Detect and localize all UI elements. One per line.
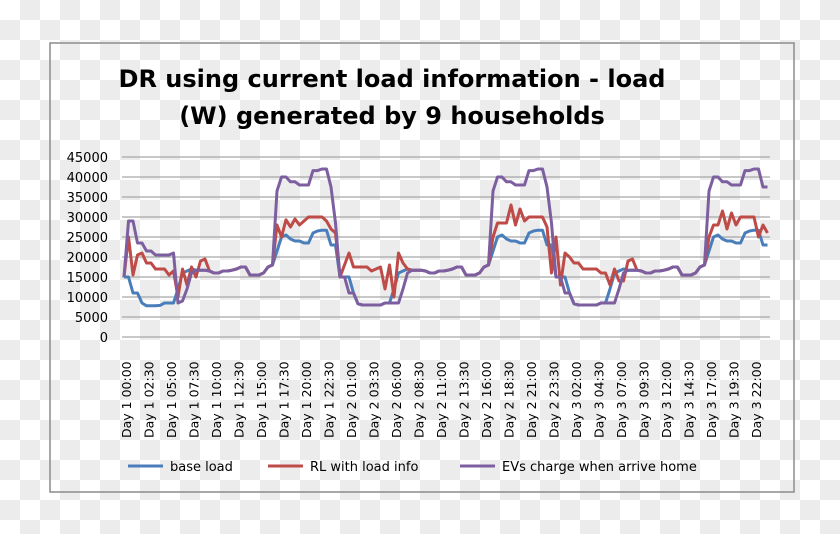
legend-label: EVs charge when arrive home: [502, 460, 697, 475]
legend-label: RL with load info: [310, 460, 418, 475]
legend-label: base load: [170, 460, 233, 475]
x-tick-label: Day 1 12:30: [232, 361, 247, 438]
x-tick-label: Day 1 02:30: [142, 361, 157, 438]
y-tick-label: 0: [100, 331, 108, 346]
y-tick-label: 20000: [67, 251, 108, 266]
x-tick-label: Day 2 16:00: [479, 361, 494, 438]
x-tick-label: Day 3 22:00: [749, 361, 764, 438]
x-tick-label: Day 3 04:30: [592, 361, 607, 438]
gridlines: [122, 156, 770, 338]
series-line-rl-with-load-info: [122, 203, 769, 299]
x-tick-label: Day 3 14:30: [682, 361, 697, 438]
y-tick-label: 25000: [67, 231, 108, 246]
chart-title-line-1: DR using current load information - load: [119, 65, 666, 93]
series-line-evs-charge-when-arrive-home: [122, 167, 768, 307]
x-tick-label: Day 3 09:30: [637, 361, 652, 438]
x-tick-label: Day 2 23:30: [547, 361, 562, 438]
x-axis-ticks: Day 1 00:00 Day 1 02:30 Day 1 05:00 Day 1 0…: [119, 361, 764, 438]
x-tick-label: Day 1 20:00: [299, 361, 314, 438]
x-tick-label: Day 2 21:00: [524, 361, 539, 438]
y-tick-label: 35000: [67, 191, 108, 206]
y-tick-label: 30000: [67, 211, 108, 226]
y-axis-ticks: 0 5000 10000 15000 20000 25000 30000 35000 40000…: [67, 151, 108, 346]
x-tick-label: Day 2 08:30: [412, 361, 427, 438]
x-tick-label: Day 2 06:00: [389, 361, 404, 438]
x-tick-label: Day 2 03:30: [367, 361, 382, 438]
x-tick-label: Day 1 05:00: [164, 361, 179, 438]
x-tick-label: Day 2 11:00: [434, 361, 449, 438]
chart-title-line-2: (W) generated by 9 households: [179, 102, 605, 130]
y-tick-label: 5000: [75, 311, 108, 326]
y-tick-label: 40000: [67, 171, 108, 186]
x-tick-label: Day 3 02:00: [569, 361, 584, 438]
x-tick-label: Day 3 17:00: [704, 361, 719, 438]
x-tick-label: Day 1 15:00: [254, 361, 269, 438]
y-tick-label: 10000: [67, 291, 108, 306]
y-tick-label: 45000: [67, 151, 108, 166]
x-tick-label: Day 1 07:30: [187, 361, 202, 438]
chart-border: [49, 42, 795, 493]
x-tick-label: Day 3 12:00: [659, 361, 674, 438]
x-tick-label: Day 3 19:30: [727, 361, 742, 438]
legend: base load RL with load info EVs charge whe…: [128, 460, 697, 475]
x-tick-label: Day 1 00:00: [119, 361, 134, 438]
y-tick-label: 15000: [67, 271, 108, 286]
x-tick-label: Day 2 13:30: [457, 361, 472, 438]
x-tick-label: Day 2 18:30: [502, 361, 517, 438]
series-lines: [122, 167, 769, 308]
x-tick-label: Day 1 17:30: [277, 361, 292, 438]
x-tick-label: Day 3 07:00: [614, 361, 629, 438]
x-tick-label: Day 2 01:00: [344, 361, 359, 438]
x-tick-label: Day 1 10:00: [209, 361, 224, 438]
x-tick-label: Day 1 22:30: [322, 361, 337, 438]
